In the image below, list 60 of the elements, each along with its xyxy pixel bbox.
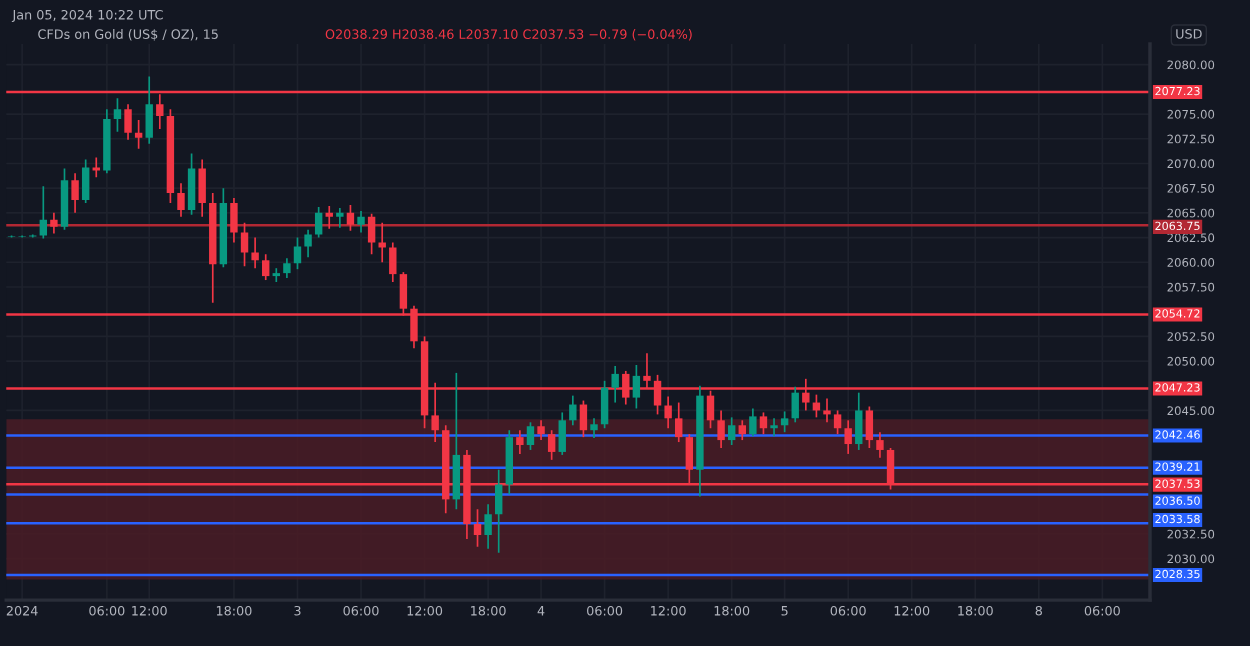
candlestick [579, 399, 588, 438]
candlestick [611, 365, 619, 404]
candlestick [855, 391, 863, 451]
candlestick [664, 395, 672, 430]
candlestick [39, 185, 48, 240]
candlestick [844, 419, 852, 455]
candlestick [590, 417, 598, 439]
candlestick [823, 397, 831, 424]
candlestick [759, 411, 768, 435]
candlestick [145, 75, 153, 145]
candlestick [71, 172, 79, 214]
candlestick [505, 429, 513, 496]
candlestick [494, 468, 503, 554]
candlestick [876, 431, 884, 459]
candlestick [272, 267, 281, 283]
candlestick [92, 156, 100, 179]
candlestick [547, 429, 556, 461]
candlestick [452, 372, 461, 511]
candlestick [516, 429, 524, 455]
candlestick [367, 213, 376, 256]
candlestick [251, 236, 259, 270]
candlestick [336, 207, 344, 229]
candlestick [325, 205, 333, 230]
candlestick [314, 206, 323, 239]
candlestick [177, 182, 185, 218]
candlestick [81, 158, 90, 204]
candlestick [50, 212, 58, 235]
candlestick [569, 394, 577, 427]
candlestick [262, 253, 270, 281]
candlestick [717, 409, 725, 449]
candlestick [484, 503, 492, 550]
candlestick [240, 221, 249, 268]
candlestick [134, 119, 143, 150]
candlestick [632, 364, 641, 410]
candlestick [558, 411, 566, 456]
candlestick [357, 210, 365, 234]
candlestick [833, 409, 842, 435]
candlestick [198, 158, 206, 218]
candlestick [749, 407, 757, 437]
candlestick [230, 197, 238, 244]
candlestick [473, 508, 482, 548]
candlestick [675, 401, 683, 443]
candlestick [770, 417, 778, 437]
candlestick [304, 228, 312, 259]
candlestick [60, 167, 69, 231]
candlestick [600, 379, 609, 430]
candlestick [526, 421, 535, 451]
candlestick [865, 405, 874, 449]
candlestick [780, 410, 789, 434]
candlestick [293, 236, 302, 271]
candlestick [124, 103, 132, 141]
candlestick [389, 241, 397, 283]
candlestick [113, 97, 122, 133]
candlestick [738, 419, 746, 441]
candlestick [727, 416, 736, 446]
candlestick [187, 152, 196, 216]
candlestick [791, 385, 799, 424]
candlestick [346, 204, 355, 232]
candlestick [283, 257, 291, 279]
candlestick [537, 419, 545, 441]
